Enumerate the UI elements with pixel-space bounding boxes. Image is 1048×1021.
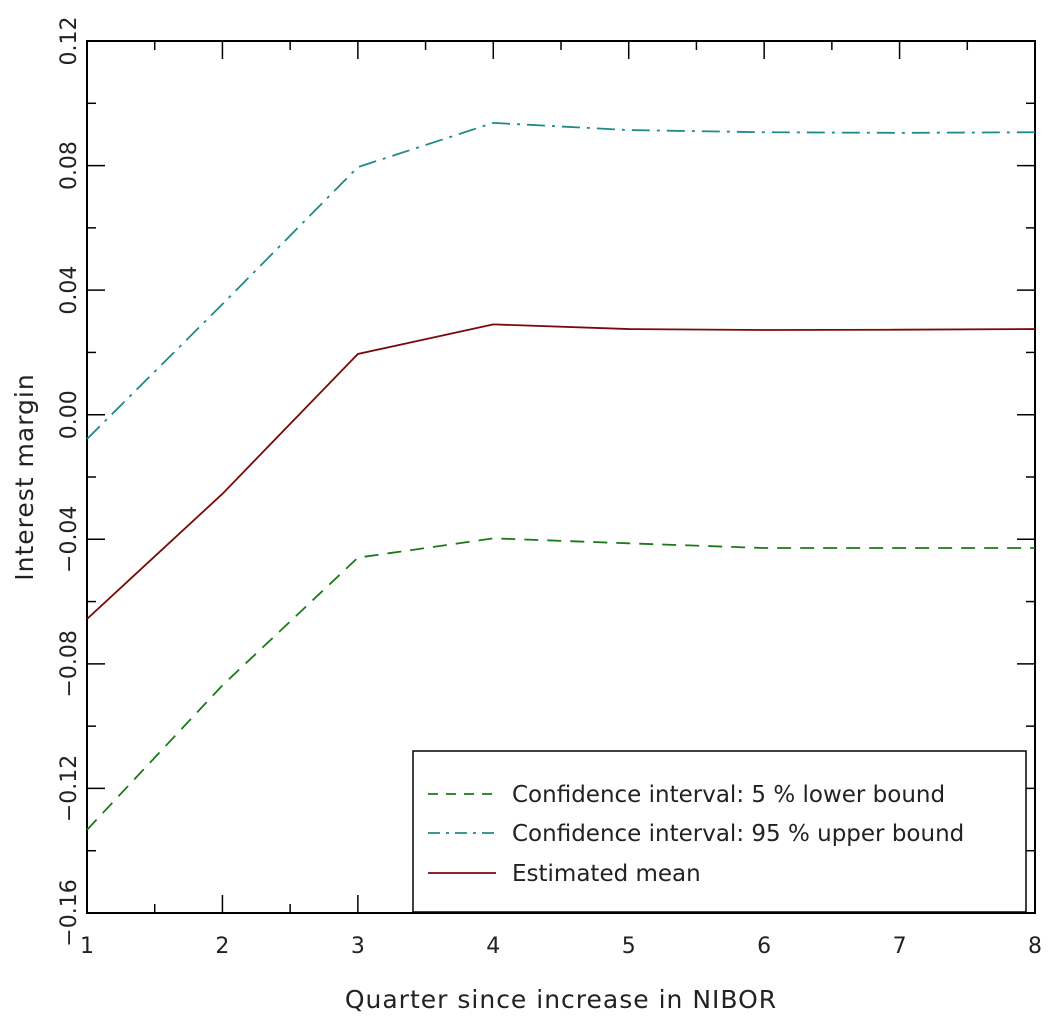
y-tick-label: 0.04 xyxy=(57,266,82,315)
x-tick-label: 3 xyxy=(351,934,365,959)
x-tick-label: 6 xyxy=(757,934,771,959)
legend-box xyxy=(412,750,1027,913)
y-tick-label: 0.12 xyxy=(57,17,82,66)
legend-label-0: Confidence interval: 5 % lower bound xyxy=(512,782,945,808)
y-tick-label: −0.08 xyxy=(57,630,82,697)
y-tick-label: −0.16 xyxy=(57,879,82,946)
y-tick-label: 0.00 xyxy=(57,390,82,439)
series-layer xyxy=(86,122,1036,831)
legend: Confidence interval: 5 % lower bound Con… xyxy=(412,750,1027,913)
series-line-2 xyxy=(86,323,1036,620)
legend-label-2: Estimated mean xyxy=(512,861,701,887)
series-line-1 xyxy=(86,122,1036,440)
x-tick-label: 1 xyxy=(80,934,94,959)
x-tick-label: 8 xyxy=(1028,934,1042,959)
x-tick-label: 2 xyxy=(215,934,229,959)
y-tick-label: 0.08 xyxy=(57,141,82,190)
legend-label-1: Confidence interval: 95 % upper bound xyxy=(512,821,964,847)
y-axis-ticks: −0.16 −0.12 −0.08 −0.04 0.00 0.04 0.08 0.12 xyxy=(57,17,1035,947)
y-tick-label: −0.04 xyxy=(57,506,82,573)
y-axis-title: Interest margin xyxy=(10,373,39,580)
x-tick-label: 7 xyxy=(893,934,907,959)
x-tick-label: 5 xyxy=(622,934,636,959)
legend-items: Confidence interval: 5 % lower bound Con… xyxy=(428,782,964,887)
x-axis-title: Quarter since increase in NIBOR xyxy=(345,985,777,1014)
x-tick-label: 4 xyxy=(486,934,500,959)
series-line-0 xyxy=(86,537,1035,831)
y-tick-label: −0.12 xyxy=(57,755,82,822)
